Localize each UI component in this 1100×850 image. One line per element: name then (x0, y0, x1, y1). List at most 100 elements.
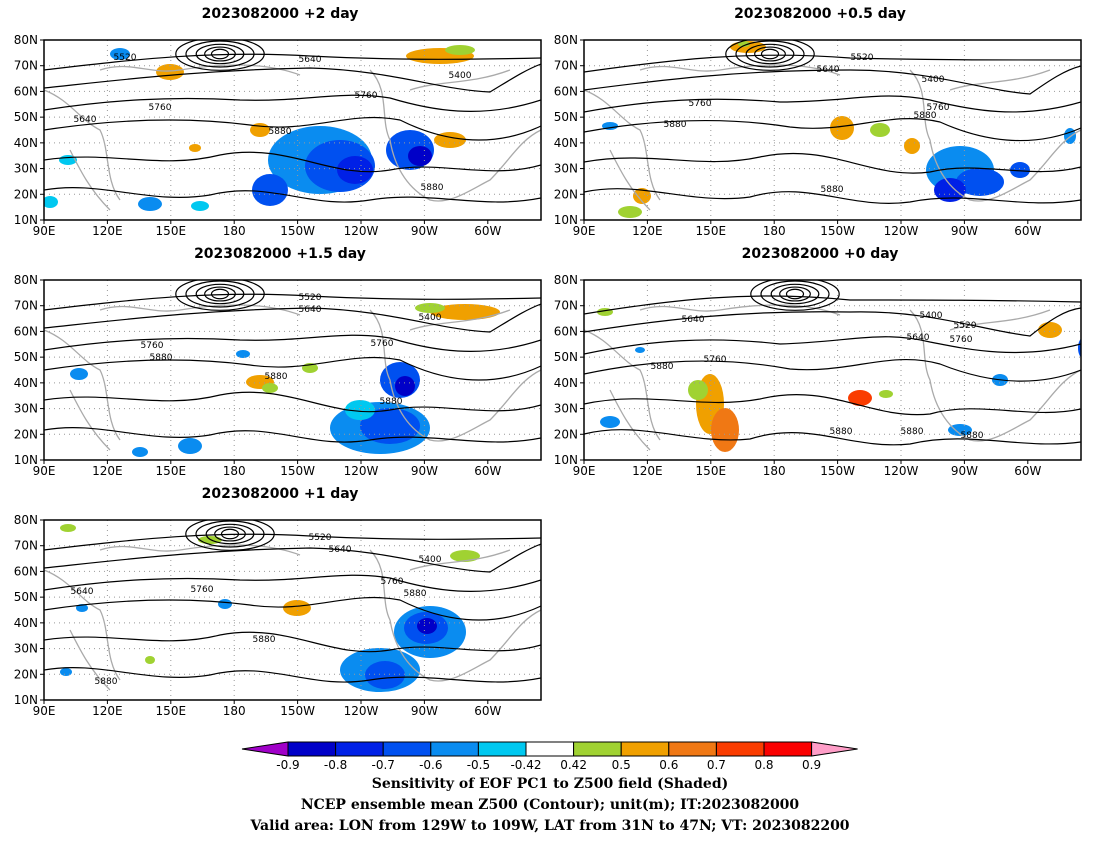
lon-tick-label: 120W (884, 464, 919, 476)
contour-line (44, 187, 541, 203)
shading-blob (110, 48, 130, 60)
shading-blob (218, 599, 232, 609)
contour-line (44, 427, 541, 443)
shading-blob (600, 416, 620, 428)
shading-blob (635, 347, 645, 353)
contour-label: 5880 (914, 111, 937, 121)
contour-low (204, 286, 236, 302)
contour-line (44, 543, 541, 573)
contour-label: 5640 (71, 587, 94, 597)
lat-tick-label: 80N (554, 33, 578, 47)
contour-low (220, 528, 240, 540)
map-panel-day0-5: 2023082000 +0.5 day 5520 5640 5400 5760 5760… (550, 6, 1090, 236)
lon-tick-label: 90E (33, 704, 56, 716)
contour-label: 5880 (821, 185, 844, 195)
lat-tick-label: 40N (14, 136, 38, 150)
lat-tick-label: 10N (14, 213, 38, 227)
contour-label: 5520 (851, 53, 874, 63)
contour-line (44, 94, 541, 112)
lon-tick-label: 150W (280, 224, 315, 236)
colorbar: -0.9 -0.8 -0.7 -0.6 -0.5 -0.42 0.42 0.5 0.6 0.7 0.… (241, 741, 858, 770)
colorbar-label: -0.42 (510, 758, 541, 770)
lat-tick-label: 80N (14, 513, 38, 527)
shading-blob (445, 45, 475, 55)
shading-blob (711, 408, 739, 452)
lon-tick-label: 180 (223, 704, 246, 716)
contour-line (584, 118, 1081, 142)
shading-blob (44, 196, 58, 208)
contour-low (175, 280, 265, 311)
shading-blob (360, 408, 420, 444)
shading-blob (1078, 338, 1081, 358)
colorbar-segment (382, 741, 432, 757)
contour-label: 5760 (355, 91, 378, 101)
shading-blob (848, 390, 872, 406)
lon-tick-label: 60W (1014, 224, 1041, 236)
contour-low (735, 40, 805, 68)
map-panel-day0: 2023082000 +0 day 5640 5400 5520 5640 5760 57… (550, 246, 1090, 476)
lon-tick-label: 180 (223, 464, 246, 476)
lat-tick-label: 70N (14, 299, 38, 313)
contour-line (584, 307, 1081, 337)
coastline (44, 64, 541, 211)
lat-tick-label: 30N (554, 162, 578, 176)
lon-tick-label: 90W (411, 704, 438, 716)
lon-tick-label: 120W (344, 224, 379, 236)
contour-line (44, 391, 541, 413)
contour-low (785, 288, 805, 300)
lon-tick-label: 60W (1014, 464, 1041, 476)
colorbar-label: 0.5 (612, 758, 631, 770)
caption-line-1: Sensitivity of EOF PC1 to Z500 field (Sh… (371, 776, 729, 792)
colorbar-label: 0.6 (659, 758, 678, 770)
contour-label: 5640 (682, 315, 705, 325)
shading-blob (59, 155, 77, 165)
lon-tick-label: 150E (156, 224, 187, 236)
shading-blob (252, 174, 288, 206)
contour-label: 5400 (920, 311, 943, 321)
lat-tick-label: 50N (14, 590, 38, 604)
contour-label: 5880 (421, 183, 444, 193)
map-plot: 5520 5640 5400 5760 5760 5880 5880 5880 80N 70N 60… (14, 273, 542, 476)
lat-tick-label: 80N (554, 273, 578, 287)
contour-low (210, 48, 230, 60)
contour-label: 5760 (149, 103, 172, 113)
contour-line (44, 631, 541, 653)
colorbar-segment (573, 741, 622, 757)
lat-tick-label: 20N (14, 427, 38, 441)
contour-line (44, 293, 541, 311)
contour-low (210, 288, 230, 300)
lat-tick-label: 50N (14, 110, 38, 124)
contour-low (770, 283, 820, 305)
contour-label: 5880 (830, 427, 853, 437)
lat-tick-label: 60N (554, 84, 578, 98)
contour-line (584, 429, 1081, 446)
contour-label: 5880 (95, 677, 118, 687)
colorbar-label: -0.6 (419, 758, 442, 770)
colorbar-segment (620, 741, 670, 757)
contour-label: 5760 (141, 341, 164, 351)
contour-low (760, 48, 780, 60)
shading-blob (365, 661, 405, 689)
lat-tick-label: 50N (554, 350, 578, 364)
lat-tick-label: 10N (14, 693, 38, 707)
lat-tick-label: 20N (554, 187, 578, 201)
lon-tick-label: 60W (474, 224, 501, 236)
shading-blob (618, 206, 642, 218)
contour-line (584, 65, 1081, 95)
colorbar-label: -0.9 (276, 758, 299, 770)
contour-label: 5880 (380, 397, 403, 407)
colorbar-label: -0.7 (371, 758, 394, 770)
shading-blob (283, 600, 311, 616)
shading-blob (70, 368, 88, 380)
shading-blob (934, 178, 966, 202)
contour-low (725, 40, 815, 71)
lon-tick-label: 120E (92, 464, 123, 476)
contour-line (584, 152, 1081, 174)
lat-tick-label: 70N (554, 299, 578, 313)
contour-label: 5880 (150, 353, 173, 363)
panel-title: 2023082000 +0 day (741, 246, 899, 262)
contour-low (214, 526, 246, 542)
shading-blob (345, 400, 375, 420)
lat-tick-label: 20N (14, 667, 38, 681)
contour-low (204, 46, 236, 62)
